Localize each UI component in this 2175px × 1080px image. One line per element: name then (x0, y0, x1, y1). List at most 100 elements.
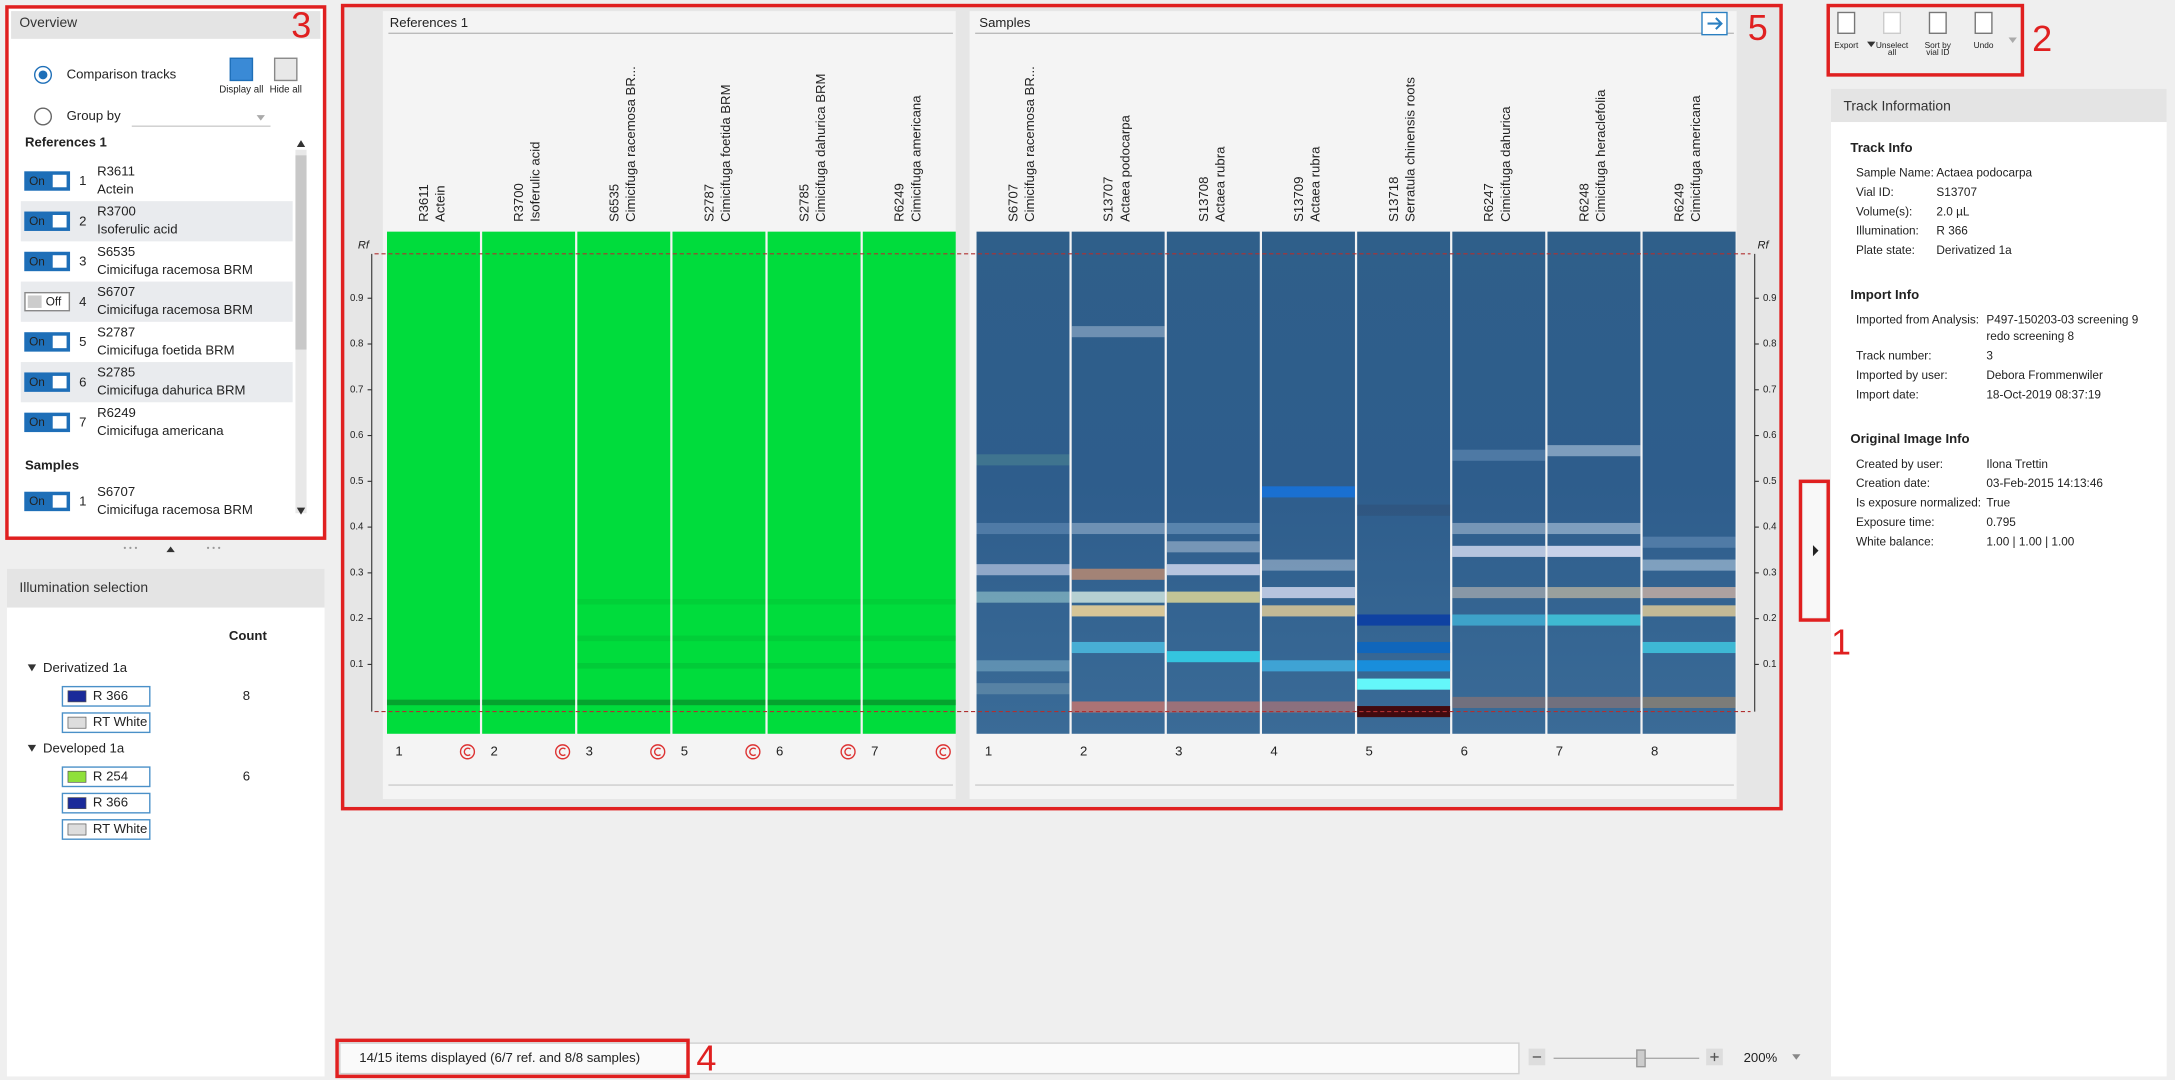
rf-tick-label: 0.9 (1763, 293, 1776, 304)
rf-label: Rf (1757, 239, 1770, 251)
band (1166, 564, 1260, 576)
sample-track-image[interactable] (1452, 231, 1546, 734)
row-id: S6707 (97, 484, 135, 499)
toggle-label: On (29, 175, 45, 188)
track-row[interactable]: On 7 R6249 Cimicifuga americana (24, 405, 224, 438)
c-icon-glyph (939, 747, 947, 757)
arrow-icon (1707, 17, 1723, 30)
reference-track-image[interactable] (577, 231, 671, 734)
rf-tick-label: 0.2 (1763, 613, 1776, 624)
track-row[interactable]: On 6 S2785 Cimicifuga dahurica BRM (20, 362, 293, 403)
row-id: R3700 (97, 204, 136, 219)
reference-track-image[interactable] (862, 231, 956, 734)
group-name: Developed 1a (43, 741, 125, 756)
info-label: Is exposure normalized: (1856, 497, 1981, 510)
expand-triangle[interactable] (27, 744, 37, 752)
sample-track-image[interactable] (1261, 231, 1355, 734)
band (862, 699, 956, 706)
band (1166, 522, 1260, 535)
track-name: Cimicifuga dahurica (1498, 106, 1513, 222)
zoom-dropdown[interactable] (1792, 1054, 1801, 1060)
sample-track-image[interactable] (1547, 231, 1641, 734)
band (976, 564, 1070, 576)
info-value: 1.00 | 1.00 | 1.00 (1986, 535, 2074, 548)
scroll-up[interactable] (296, 140, 306, 148)
info-label: Plate state: (1856, 244, 1915, 257)
reference-track-image[interactable] (387, 231, 480, 734)
zoom-level: 200% (1744, 1050, 1778, 1065)
track-row[interactable]: On 2 R3700 Isoferulic acid (20, 201, 293, 242)
track-id: S2785 (797, 184, 812, 222)
toggle-label: On (29, 416, 45, 429)
track-name: Actaea rubra (1212, 146, 1227, 222)
track-row[interactable]: On 1 S6707 Cimicifuga racemosa BRM (24, 484, 253, 517)
toggle-knob (52, 416, 67, 429)
track-number: 4 (1270, 743, 1277, 758)
track-row[interactable]: Off 4 S6707 Cimicifuga racemosa BRM (20, 281, 293, 322)
toolbar-icon[interactable] (1974, 11, 1993, 34)
toolbar-icon[interactable] (1928, 11, 1947, 34)
band (577, 699, 671, 706)
reference-track-image[interactable] (672, 231, 766, 734)
v-scrollbar-thumb[interactable] (295, 155, 307, 350)
zoom-thumb[interactable] (1636, 1049, 1646, 1068)
sample-track-image[interactable] (1357, 231, 1451, 734)
splitter-arrow[interactable] (166, 546, 175, 553)
track-name: Cimicifuga americana (908, 95, 923, 222)
band (1547, 614, 1641, 626)
row-id: R6249 (97, 405, 136, 420)
display-all-icon[interactable] (229, 57, 254, 82)
sample-track-image[interactable] (1166, 231, 1260, 734)
track-row[interactable]: On 1 R3611 Actein (24, 163, 135, 197)
sample-track-image[interactable] (1071, 231, 1165, 734)
expand-triangle[interactable] (27, 664, 37, 672)
c-icon-glyph (654, 747, 661, 757)
toolbar-label: Unselect (1876, 40, 1909, 50)
rf-tick-label: 0.3 (1763, 567, 1776, 578)
callout-number: 3 (291, 4, 311, 45)
band (1547, 445, 1641, 457)
band (1452, 614, 1546, 626)
pane-title: References 1 (390, 15, 468, 30)
collapse-arrow (1812, 545, 1819, 557)
scroll-down[interactable] (296, 507, 306, 515)
info-label: Creation date: (1856, 477, 1930, 490)
toolbar-icon[interactable] (1837, 11, 1856, 34)
track-row[interactable]: On 5 S2787 Cimicifuga foetida BRM (24, 324, 235, 357)
track-name: Actaea rubra (1308, 146, 1323, 222)
rf-tick-label: 0.7 (1763, 384, 1776, 395)
reference-track-image[interactable] (767, 231, 861, 734)
hide-all-icon[interactable] (273, 57, 298, 82)
track-name: Cimicifuga racemosa BR... (1022, 66, 1037, 222)
band (1452, 696, 1546, 708)
band (1452, 449, 1546, 461)
sample-track-image[interactable] (1642, 231, 1736, 734)
row-index: 1 (79, 173, 86, 188)
info-value: 18-Oct-2019 08:37:19 (1986, 388, 2101, 401)
band (1642, 696, 1736, 708)
rf-tick-label: 0.2 (350, 613, 363, 624)
track-row[interactable]: On 3 S6535 Cimicifuga racemosa BRM (24, 244, 253, 277)
reference-track-image[interactable] (482, 231, 576, 734)
track-number: 1 (395, 743, 402, 758)
toggle-knob (52, 335, 67, 349)
info-label: Illumination: (1856, 225, 1919, 238)
group-count: 8 (243, 688, 250, 703)
radio[interactable] (33, 107, 53, 126)
toolbar-icon[interactable] (1883, 11, 1902, 34)
sample-track-image[interactable] (976, 231, 1070, 734)
band (1547, 522, 1641, 535)
rf-tick-label: 0.7 (350, 384, 363, 395)
export-dropdown[interactable] (1867, 41, 1876, 48)
toggle-label: On (29, 495, 45, 508)
track-id: S13707 (1101, 177, 1116, 222)
splitter-dot (212, 546, 215, 550)
band (1452, 522, 1546, 535)
band (1357, 641, 1451, 654)
c-icon (935, 744, 951, 760)
toolbar-overflow[interactable] (2008, 37, 2017, 44)
band (1642, 536, 1736, 548)
list-heading: Samples (25, 458, 79, 473)
